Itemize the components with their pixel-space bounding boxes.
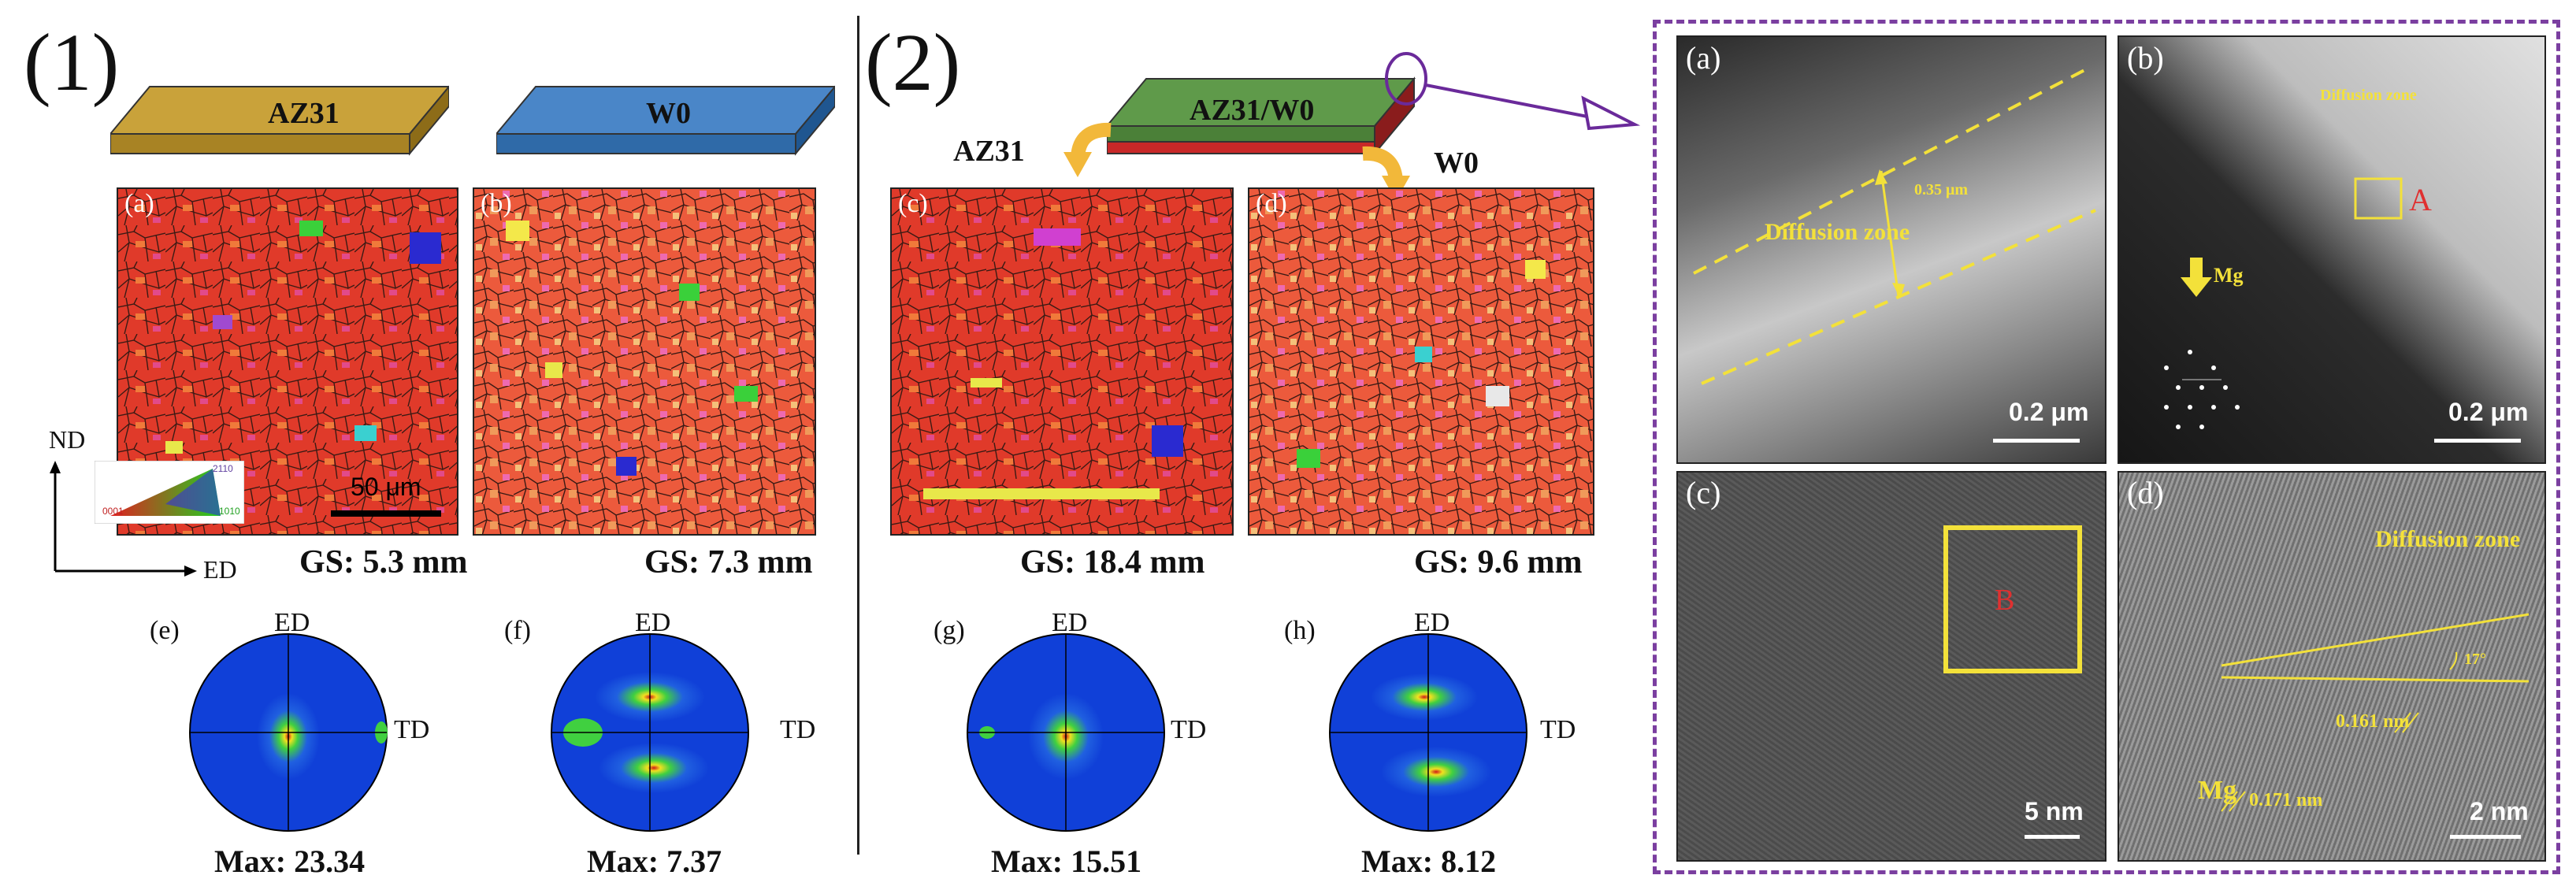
az31-slab-icon: [110, 85, 449, 156]
tem-panel-d: [2118, 471, 2546, 862]
map-b-label: (b): [481, 189, 512, 218]
ed-axis-label: ED: [203, 555, 237, 584]
tem-c-scale: 5 nm: [2025, 797, 2084, 825]
w0-slab-label: W0: [646, 97, 691, 130]
bonded-slab-label: AZ31/W0: [1190, 94, 1315, 127]
ipf-color-legend-icon: [95, 461, 244, 524]
pf-f-side: TD: [780, 715, 816, 744]
tem-a-label: (a): [1686, 40, 1721, 76]
tem-b-marker: A: [2409, 182, 2432, 217]
arrow-right-label: W0: [1434, 146, 1479, 180]
tem-a-scale: 0.2 μm: [2009, 398, 2089, 426]
tem-d-angle: 17°: [2464, 651, 2486, 668]
tem-d-zone: Diffusion zone: [2375, 526, 2521, 552]
zoom-indicator-icon: [1385, 52, 1641, 131]
az31-slab-label: AZ31: [268, 97, 340, 130]
pf-g-top: ED: [1052, 608, 1088, 637]
tem-frame: [1653, 20, 2560, 874]
pf-f-top: ED: [635, 608, 671, 637]
pf-g-max: Max: 15.51: [991, 844, 1142, 879]
scale-label-a: 50 μm: [351, 473, 421, 501]
arrow-left-label: AZ31: [953, 135, 1025, 168]
legend-v2: 0001: [102, 506, 124, 517]
w0-slab-icon: [496, 85, 835, 156]
section-2-label: (2): [865, 17, 961, 108]
gs-c: GS: 18.4 mm: [1020, 544, 1205, 580]
tem-b-label: (b): [2127, 40, 2164, 76]
pf-e-label: (e): [150, 616, 180, 645]
pole-figure-f: [551, 633, 749, 832]
tem-c-marker: B: [1995, 584, 2015, 617]
tem-d-d1: 0.161 nm: [2336, 711, 2410, 732]
pf-g-side: TD: [1171, 715, 1207, 744]
map-c-label: (c): [898, 189, 928, 218]
map-d-label: (d): [1256, 189, 1287, 218]
map-a-label: (a): [124, 189, 154, 218]
bonded-slab-icon: [1107, 76, 1416, 156]
tem-b-zone: Diffusion zone: [2320, 87, 2417, 104]
gs-b: GS: 7.3 mm: [644, 544, 813, 580]
tem-a-width: 0.35 μm: [1914, 181, 1968, 198]
tem-a-zone: Diffusion zone: [1765, 219, 1910, 245]
tem-panel-a: [1676, 35, 2106, 464]
pole-figure-h: [1329, 633, 1527, 832]
tem-b-scale: 0.2 μm: [2448, 398, 2529, 426]
ebsd-map-c: [890, 187, 1234, 536]
pole-figure-g: [967, 633, 1165, 832]
tem-d-label: (d): [2127, 475, 2164, 510]
scale-bar-a: [331, 510, 441, 517]
pf-h-max: Max: 8.12: [1361, 844, 1497, 879]
legend-v1: 2110: [213, 463, 233, 474]
tem-panel-c: [1676, 471, 2106, 862]
legend-v3: 1010: [219, 506, 240, 517]
section-1-label: (1): [24, 17, 120, 108]
pf-g-label: (g): [934, 616, 965, 645]
tem-d-d2: 0.171 nm: [2249, 790, 2323, 810]
nd-ed-axes-icon: [50, 461, 197, 577]
pole-figure-e: [189, 633, 388, 832]
pf-e-max: Max: 23.34: [214, 844, 366, 879]
tem-panel-b: [2118, 35, 2546, 464]
tem-d-scale: 2 nm: [2470, 797, 2529, 825]
pf-e-top: ED: [274, 608, 310, 637]
pf-f-max: Max: 7.37: [587, 844, 722, 879]
gs-a: GS: 5.3 mm: [299, 544, 468, 580]
pf-e-side: TD: [394, 715, 430, 744]
tem-b-mg: Mg: [2214, 264, 2244, 287]
pf-h-top: ED: [1414, 608, 1450, 637]
tem-d-mg: Mg: [2198, 776, 2237, 805]
section-divider: [857, 16, 859, 855]
pf-h-side: TD: [1540, 715, 1576, 744]
pf-h-label: (h): [1284, 616, 1316, 645]
left-curved-arrow-icon: [1063, 122, 1112, 177]
gs-d: GS: 9.6 mm: [1414, 544, 1583, 580]
nd-axis-label: ND: [49, 425, 86, 454]
ebsd-map-d: [1248, 187, 1594, 536]
tem-c-label: (c): [1686, 475, 1721, 510]
ebsd-map-b: [473, 187, 816, 536]
pf-f-label: (f): [504, 616, 531, 645]
